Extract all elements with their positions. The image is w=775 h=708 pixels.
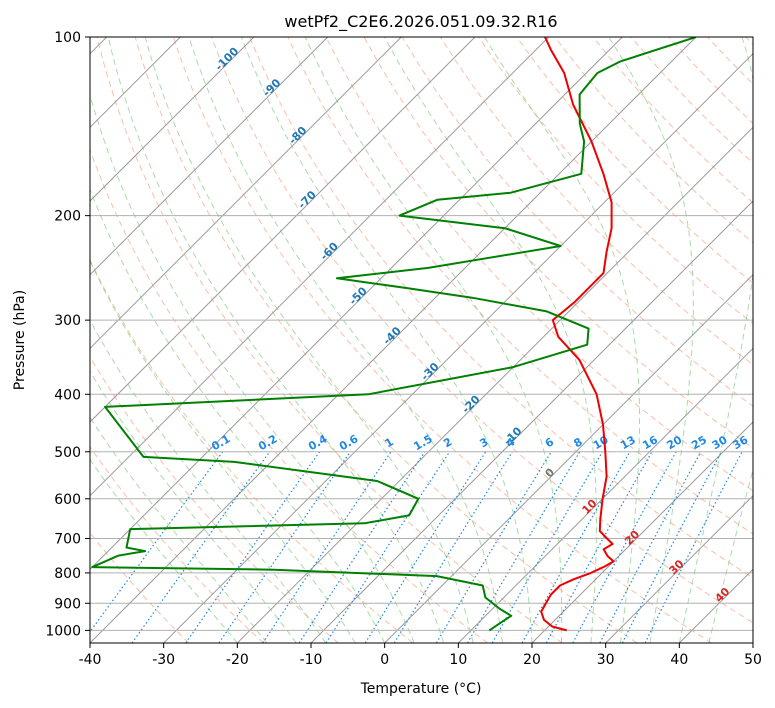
moist-adiabat xyxy=(483,37,640,643)
dry-adiabat xyxy=(134,37,638,643)
moist-adiabat xyxy=(90,188,386,643)
x-tick-label: -30 xyxy=(152,652,175,668)
isotherm-line xyxy=(531,421,753,643)
mixing-ratio-line xyxy=(262,451,392,643)
mixing-ratio-line xyxy=(131,451,271,643)
x-tick-label: -40 xyxy=(79,652,102,668)
dry-adiabat xyxy=(325,37,753,492)
mixing-ratio-line xyxy=(572,451,677,643)
y-tick-label: 900 xyxy=(54,596,81,612)
moist-adiabat xyxy=(107,37,445,643)
y-tick-label: 200 xyxy=(54,209,81,225)
moist-adiabat xyxy=(90,259,356,643)
moist-adiabat xyxy=(90,319,327,643)
background-lines xyxy=(90,37,753,643)
moist-adiabat xyxy=(144,37,474,643)
mixing-ratio-line xyxy=(435,451,552,643)
mixing-ratio-line xyxy=(90,451,224,633)
plot-frame xyxy=(89,36,754,644)
x-tick-label: -10 xyxy=(300,652,323,668)
dry-adiabat xyxy=(96,37,563,643)
moist-adiabat xyxy=(384,37,597,643)
x-tick-label: 20 xyxy=(523,652,541,668)
dry-adiabat xyxy=(287,37,753,535)
isotherm-line xyxy=(90,37,550,497)
dry-adiabat xyxy=(516,37,753,284)
isotherm-line xyxy=(163,52,753,643)
x-tick-label: 10 xyxy=(449,652,467,668)
x-tick-label: 0 xyxy=(380,652,389,668)
isotherm-line xyxy=(90,37,697,643)
isotherm-line xyxy=(90,37,476,423)
y-tick-label: 1000 xyxy=(45,623,81,639)
y-axis: 1000 900 800 700 600 500 400 300 200 100 xyxy=(45,30,90,639)
sounding-traces xyxy=(91,37,697,632)
mixing-ratio-line xyxy=(325,451,451,643)
mixing-ratio-line xyxy=(298,451,426,643)
x-tick-label: 50 xyxy=(744,652,762,668)
x-tick-label: 40 xyxy=(670,652,688,668)
mixing-ratio-line xyxy=(218,451,351,643)
isotherm-line xyxy=(90,37,623,571)
y-tick-label: 100 xyxy=(54,30,81,46)
isotherm-line xyxy=(90,37,402,350)
moist-adiabat xyxy=(608,37,694,643)
isotherm-line xyxy=(236,126,753,643)
x-axis: -40 -30 -20 -10 0 10 20 30 40 50 xyxy=(79,643,762,668)
isotherm-line xyxy=(90,37,329,276)
temperature-trace xyxy=(540,37,615,632)
dewpoint-trace xyxy=(91,37,697,632)
isotherm-line xyxy=(752,642,753,643)
dry-adiabat xyxy=(90,445,264,643)
dry-adiabat xyxy=(249,37,753,579)
y-tick-label: 500 xyxy=(54,445,81,461)
moist-adiabat xyxy=(678,37,753,643)
plot-background xyxy=(90,37,753,643)
y-tick-label: 300 xyxy=(54,313,81,329)
moist-adiabat xyxy=(90,458,238,643)
isotherm-line xyxy=(605,494,753,643)
isotherm-line xyxy=(90,37,255,202)
moist-adiabat xyxy=(90,416,268,643)
y-tick-label: 600 xyxy=(54,492,81,508)
isotherm-line xyxy=(384,273,753,643)
mixing-ratio-line xyxy=(521,451,631,643)
y-tick-label: 800 xyxy=(54,566,81,582)
moist-adiabat xyxy=(240,37,533,643)
moist-adiabat xyxy=(708,467,753,643)
isotherm-line xyxy=(457,347,753,643)
x-tick-label: -20 xyxy=(226,652,249,668)
moist-adiabat xyxy=(90,370,297,643)
dry-adiabat xyxy=(90,355,339,643)
mixing-ratio-line xyxy=(599,451,702,643)
y-axis-title: Pressure (hPa) xyxy=(12,290,28,390)
mixing-ratio-line xyxy=(185,451,321,643)
moist-adiabat xyxy=(304,37,563,643)
x-axis-title: Temperature (°C) xyxy=(360,681,482,697)
mixing-ratio-line xyxy=(364,451,487,643)
chart-title: wetPf2_C2E6.2026.051.09.32.R16 xyxy=(284,12,557,32)
x-tick-label: 30 xyxy=(597,652,615,668)
isotherm-line xyxy=(310,200,753,643)
mixing-ratio-line xyxy=(644,451,743,643)
y-tick-label: 700 xyxy=(54,532,81,548)
pressure-gridlines xyxy=(90,36,753,631)
moist-adiabat xyxy=(188,37,503,643)
y-tick-label: 400 xyxy=(54,387,81,403)
dry-adiabat xyxy=(211,37,753,624)
dry-adiabat xyxy=(172,37,712,643)
mixing-ratio-line xyxy=(545,451,653,643)
dry-adiabat xyxy=(90,258,414,643)
